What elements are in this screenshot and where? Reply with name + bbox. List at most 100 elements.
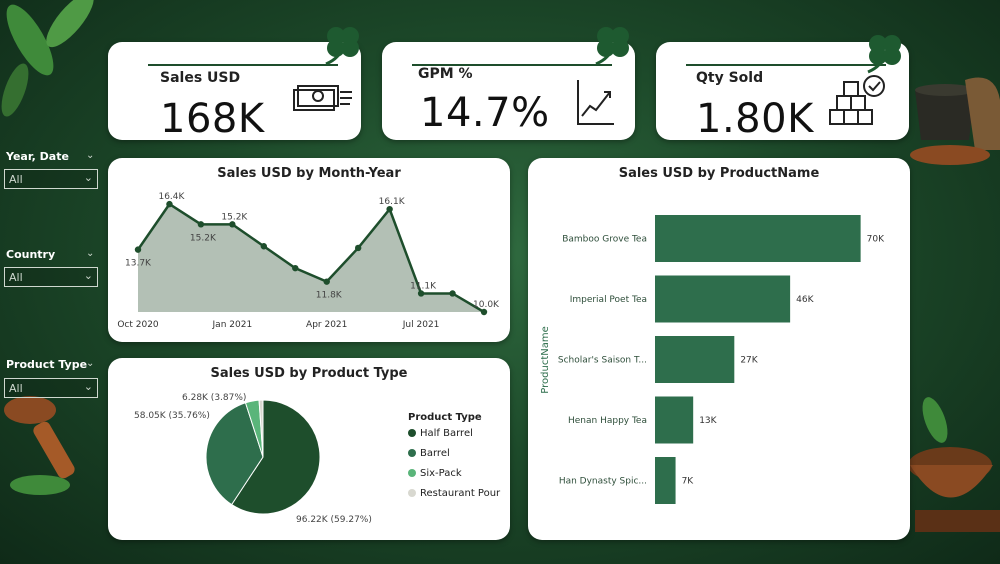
data-label: 16.4K xyxy=(158,192,185,202)
data-label: 96.22K (59.27%) xyxy=(296,515,372,525)
category-label: Bamboo Grove Tea xyxy=(562,235,647,245)
category-label: Henan Happy Tea xyxy=(568,416,647,426)
dropdown-value: All xyxy=(9,271,23,284)
kpi-card-sales: Sales USD 168K xyxy=(108,42,361,140)
data-point xyxy=(480,308,488,316)
pie-slice xyxy=(258,399,264,458)
chevron-down-icon: ⌄ xyxy=(83,380,93,393)
chevron-down-icon: ⌄ xyxy=(83,269,93,282)
chart-title: Sales USD by Product Type xyxy=(210,366,408,381)
slicer-label-product-type: Product Type xyxy=(6,358,88,371)
sales-by-month-card: Sales USD by Month-Year 13.7K 16.4K 15.2K 1… xyxy=(108,158,510,342)
y-axis-title: ProductName xyxy=(540,326,551,393)
legend-dot-icon xyxy=(408,449,416,457)
data-label: 7K xyxy=(682,477,695,487)
data-point xyxy=(229,221,236,228)
kpi-value: 14.7% xyxy=(420,90,550,136)
bar-chart[interactable]: ProductName Bamboo Grove Tea 70K Imperial P… xyxy=(528,158,910,540)
legend-item[interactable]: Barrel xyxy=(408,448,450,459)
data-point xyxy=(323,278,330,285)
bar xyxy=(655,215,861,262)
legend-title: Product Type xyxy=(408,412,482,423)
data-label: 46K xyxy=(796,295,814,305)
pie-slice xyxy=(230,399,321,515)
data-label: 13K xyxy=(699,416,717,426)
legend-label: Restaurant Pour xyxy=(420,488,501,499)
series-line xyxy=(136,202,485,314)
kpi-underline xyxy=(412,64,612,66)
data-label: 15.2K xyxy=(190,233,217,243)
area-fill xyxy=(138,204,484,312)
boxes-check-icon xyxy=(829,75,885,125)
legend-item[interactable]: Restaurant Pour xyxy=(408,488,500,499)
bar xyxy=(655,275,791,323)
chevron-down-icon[interactable]: ⌄ xyxy=(86,150,95,161)
country-dropdown[interactable]: All ⌄ xyxy=(4,267,98,287)
chart-title: Sales USD by ProductName xyxy=(618,166,820,181)
data-point xyxy=(292,264,299,272)
chevron-down-icon: ⌄ xyxy=(83,171,93,184)
bar xyxy=(655,336,735,383)
kpi-value: 1.80K xyxy=(696,96,814,140)
data-point xyxy=(417,290,425,297)
kpi-title: Sales USD xyxy=(160,70,241,86)
cash-icon xyxy=(293,85,352,111)
legend-dot-icon xyxy=(408,469,416,477)
data-label: 70K xyxy=(867,235,885,245)
legend-item[interactable]: Six-Pack xyxy=(408,468,462,479)
tea-bowl-decoration-icon xyxy=(908,397,1000,532)
data-label: 11.1K xyxy=(410,281,437,291)
x-tick-label: Apr 2021 xyxy=(306,320,347,330)
kpi-underline xyxy=(686,64,886,66)
sales-by-product-name-card: Sales USD by ProductName ProductName Bamb… xyxy=(528,158,910,540)
data-point xyxy=(386,205,393,213)
data-label: 13.7K xyxy=(125,259,152,269)
legend-dot-icon xyxy=(408,489,416,497)
bar xyxy=(655,396,694,444)
legend-dot-icon xyxy=(408,429,416,437)
pie-chart[interactable]: 96.22K (59.27%) 58.05K (35.76%) 6.28K (3.8… xyxy=(108,358,408,540)
data-point xyxy=(197,221,205,228)
legend-label: Six-Pack xyxy=(420,468,462,479)
kpi-title: Qty Sold xyxy=(696,70,764,86)
data-point xyxy=(260,243,268,250)
bar xyxy=(655,457,676,504)
data-label: 10.0K xyxy=(473,300,500,310)
data-point xyxy=(166,200,173,208)
dropdown-value: All xyxy=(9,173,23,186)
legend-label: Barrel xyxy=(420,448,450,459)
data-point xyxy=(449,290,456,297)
legend-label: Half Barrel xyxy=(420,428,473,439)
x-tick-label: Jul 2021 xyxy=(402,320,440,330)
teacup-decoration-icon xyxy=(910,77,1000,165)
data-point xyxy=(134,246,142,253)
data-point xyxy=(354,244,362,252)
data-label: 6.28K (3.87%) xyxy=(182,393,246,403)
data-label: 58.05K (35.76%) xyxy=(134,411,210,421)
kpi-title: GPM % xyxy=(418,66,473,82)
tea-scoop-decoration-icon xyxy=(4,396,75,495)
x-tick-label: Jan 2021 xyxy=(212,320,253,330)
product-type-dropdown[interactable]: All ⌄ xyxy=(4,378,98,398)
sales-by-product-type-card: Sales USD by Product Type 96.22K (59.27%… xyxy=(108,358,510,540)
slicer-label-country: Country xyxy=(6,248,56,261)
trend-chart-icon xyxy=(577,80,614,125)
chart-title: Sales USD by Month-Year xyxy=(217,166,401,181)
kpi-underline xyxy=(148,64,338,66)
data-label: 11.8K xyxy=(316,291,343,301)
year-date-dropdown[interactable]: All ⌄ xyxy=(4,169,98,189)
kpi-value: 168K xyxy=(160,96,265,140)
category-label: Scholar's Saison T... xyxy=(558,356,647,366)
category-label: Han Dynasty Spic... xyxy=(559,477,647,487)
legend-item[interactable]: Half Barrel xyxy=(408,428,473,439)
chevron-down-icon[interactable]: ⌄ xyxy=(86,358,95,369)
pie-slice xyxy=(205,402,264,506)
area-chart[interactable]: 13.7K 16.4K 15.2K 15.2K 11.8K 16.1K 11.1K 10.0K… xyxy=(108,158,510,342)
chevron-down-icon[interactable]: ⌄ xyxy=(86,248,95,259)
slicer-label-year: Year, Date xyxy=(6,150,69,163)
category-label: Imperial Poet Tea xyxy=(570,295,647,305)
dropdown-value: All xyxy=(9,382,23,395)
leaves-decoration-icon xyxy=(1,0,94,117)
data-label: 15.2K xyxy=(221,212,248,222)
kpi-card-gpm: GPM % 14.7% xyxy=(382,42,635,140)
